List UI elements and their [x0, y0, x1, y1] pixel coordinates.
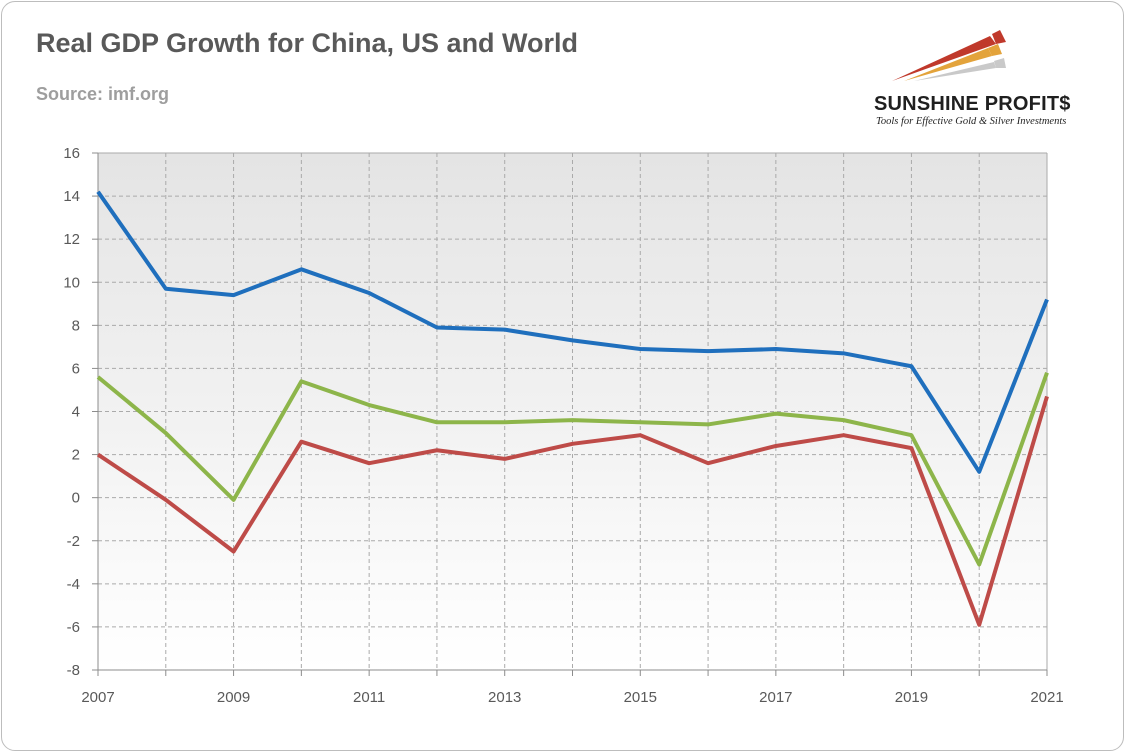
x-tick-label: 2021	[1030, 689, 1063, 706]
source-label: Source: imf.org	[36, 84, 170, 104]
world-series-line	[96, 372, 1049, 567]
logo-name: SUNSHINE PROFIT$	[874, 93, 1071, 115]
y-tick-label: 14	[63, 188, 80, 205]
logo-tagline: Tools for Effective Gold & Silver Invest…	[876, 116, 1067, 127]
x-tick-label: 2019	[895, 689, 928, 706]
y-tick-label: -2	[67, 533, 80, 550]
y-tick-label: -8	[67, 662, 80, 679]
axes	[92, 152, 1048, 676]
x-tick-label: 2013	[488, 689, 521, 706]
x-tick-label: 2017	[759, 689, 792, 706]
x-tick-label: 2009	[217, 689, 250, 706]
x-tick-label: 2011	[353, 689, 385, 706]
logo-rays-icon	[892, 30, 1006, 81]
y-tick-label: 6	[72, 360, 80, 377]
y-tick-label: 12	[63, 231, 80, 248]
china-series-line	[96, 190, 1049, 474]
grid	[98, 152, 1048, 670]
x-tick-label: 2007	[81, 689, 114, 706]
chart-title: Real GDP Growth for China, US and World	[36, 28, 579, 58]
y-tick-label: 8	[72, 317, 80, 334]
series-group	[96, 190, 1049, 627]
x-tick-label: 2015	[624, 689, 657, 706]
y-tick-label: 2	[72, 447, 80, 464]
y-tick-label: -4	[67, 576, 80, 593]
y-tick-label: 10	[63, 274, 80, 291]
y-tick-label: 16	[63, 145, 80, 162]
y-tick-label: 4	[72, 404, 80, 421]
sunshine-profits-logo: SUNSHINE PROFIT$ Tools for Effective Gol…	[864, 26, 1100, 130]
us-series-line	[96, 395, 1049, 627]
y-tick-label: -6	[67, 619, 80, 636]
y-tick-label: 0	[72, 490, 80, 507]
